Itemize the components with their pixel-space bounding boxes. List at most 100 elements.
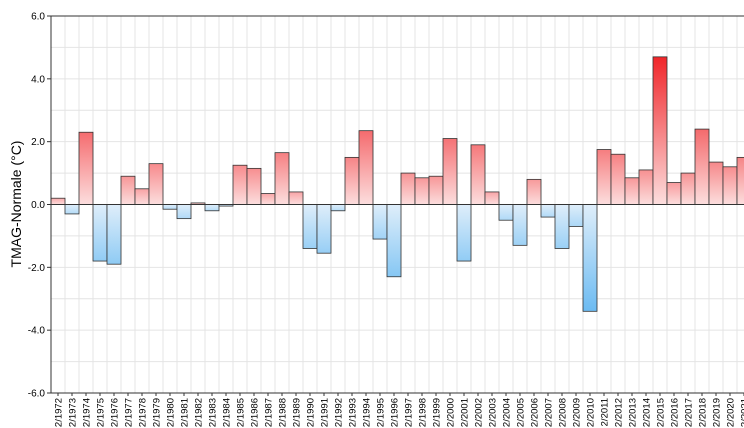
bar-2/2005 [512,204,528,246]
x-tick-label: 2/2004 [502,398,513,427]
x-tick-label: 2/1978 [138,398,149,427]
x-tick-label: 2/1973 [68,398,79,427]
x-tick-label: 2/2021 [740,398,744,427]
bar-2/2002 [470,144,486,205]
bar-2/1983 [204,204,220,212]
x-tick-label: 2/1992 [334,398,345,427]
bar-2/1997 [400,172,416,205]
bar-2/2007 [540,204,556,218]
bar-2/1994 [358,130,374,205]
x-tick-label: 2/2000 [446,398,457,427]
x-tick-label: 2/2014 [642,398,653,427]
y-axis-label: TMAG-Normale (°C) [8,141,24,268]
bar-2/1995 [372,204,388,240]
x-tick-label: 2/1998 [418,398,429,427]
x-tick-label: 2/2006 [530,398,541,427]
y-tick-label: -4.0 [28,326,46,337]
x-tick-label: 2/1986 [250,398,261,427]
bar-2/2011 [596,149,612,205]
x-tick-label: 2/2009 [572,398,583,427]
bar-2/1991 [316,204,332,254]
bar-2/1977 [120,175,136,205]
bar-2/2003 [484,191,500,205]
bar-2/1975 [92,204,108,262]
bar-2/2019 [708,161,724,205]
bar-2/1992 [330,204,346,212]
axes: 6.04.02.00.0-2.0-4.0-6.02/1972 2/1973 2/19… [28,12,744,427]
bar-2/1973 [64,204,80,215]
bar-2/2013 [624,177,640,205]
bar-2/2014 [638,169,654,205]
x-tick-label: 2/2019 [712,398,723,427]
bar-2/2009 [568,204,584,227]
bar-2/1976 [106,204,122,265]
bar-2/1980 [162,204,178,210]
x-tick-label: 2/2005 [516,398,527,427]
x-tick-label: 2/2018 [698,398,709,427]
bar-2/2015 [652,56,668,205]
x-tick-label: 2/1976 [110,398,121,427]
bar-2/2001 [456,204,472,262]
bar-2/2020 [722,166,738,205]
x-tick-label: 2/2007 [544,398,555,427]
x-tick-label: 2/1990 [306,398,317,427]
x-tick-label: 2/1981 [180,398,191,427]
x-tick-label: 2/2003 [488,398,499,427]
bar-2/1988 [274,152,290,205]
x-tick-label: 2/2020 [726,398,737,427]
x-tick-label: 2/1989 [292,398,303,427]
x-tick-label: 2/2012 [614,398,625,427]
bar-2/2008 [554,204,570,249]
x-tick-label: 2/2011 [600,398,611,426]
y-tick-label: -6.0 [28,389,46,400]
x-tick-label: 2/1975 [96,398,107,427]
x-tick-label: 2/1980 [166,398,177,427]
bar-2/2017 [680,172,696,205]
bar-2/1981 [176,204,192,220]
x-tick-label: 2/1996 [390,398,401,427]
x-tick-label: 2/1987 [264,398,275,427]
x-tick-label: 2/2010 [586,398,597,427]
x-tick-label: 2/2013 [628,398,639,427]
bar-2/1985 [232,164,248,205]
y-tick-label: 6.0 [31,12,45,23]
bar-2/1986 [246,167,262,205]
x-tick-label: 2/1984 [222,398,233,427]
bar-2/1989 [288,191,304,205]
x-tick-label: 2/1995 [376,398,387,427]
x-tick-label: 2/2008 [558,398,569,427]
x-tick-label: 2/1982 [194,398,205,427]
x-tick-label: 2/1979 [152,398,163,427]
x-tick-label: 2/2016 [670,398,681,427]
bar-2/1978 [134,188,150,205]
bar-2/1974 [78,131,94,205]
x-tick-label: 2/1994 [362,398,373,427]
bar-2/1972 [50,197,66,205]
y-tick-label: -2.0 [28,263,46,274]
bar-2/1998 [414,177,430,205]
y-tick-label: 0.0 [31,200,45,211]
bar-2/2012 [610,153,626,205]
bar-2/2010 [582,204,598,312]
x-tick-label: 2/2017 [684,398,695,427]
bar-2/1996 [386,204,402,278]
bar-2/1987 [260,193,276,205]
bar-2/2021 [736,156,744,205]
bar-2/2006 [526,178,542,205]
x-tick-label: 2/1988 [278,398,289,427]
x-tick-label: 2/1999 [432,398,443,427]
x-tick-label: 2/2015 [656,398,667,427]
bar-2/2000 [442,138,458,205]
x-tick-label: 2/1997 [404,398,415,427]
x-tick-label: 2/1977 [124,398,135,427]
y-tick-label: 4.0 [31,74,45,85]
bar-2/1979 [148,163,164,205]
bar-2/2016 [666,182,682,205]
x-tick-label: 2/1985 [236,398,247,427]
bar-2/1999 [428,175,444,205]
y-tick-label: 2.0 [31,137,45,148]
x-tick-label: 2/2002 [474,398,485,427]
bar-2/1990 [302,204,318,249]
x-tick-label: 2/2001 [460,398,471,427]
